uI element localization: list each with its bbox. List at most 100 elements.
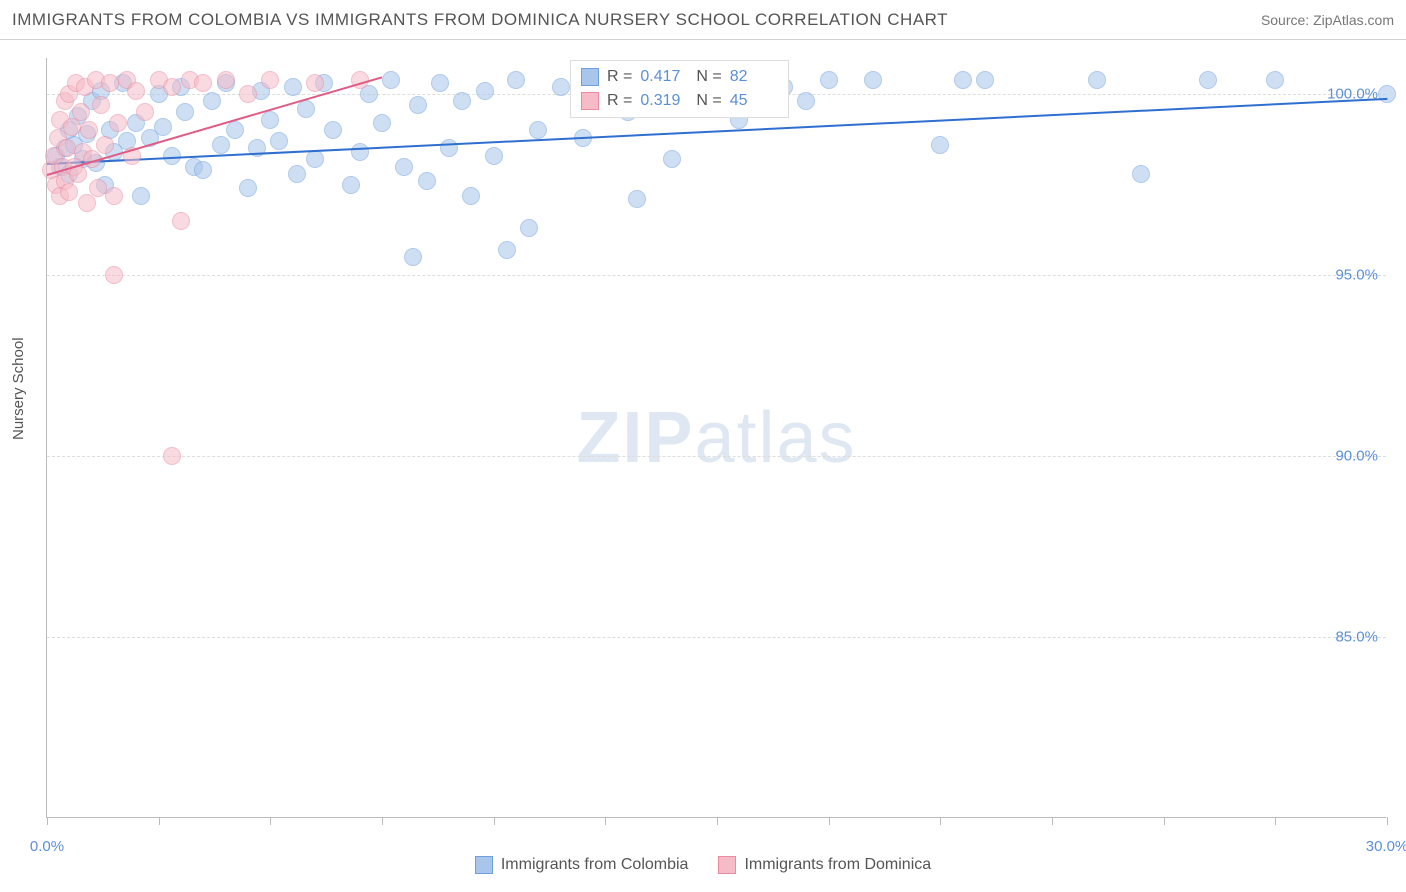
watermark: ZIPatlas [576,397,856,479]
legend-swatch [581,68,599,86]
x-tick [605,817,606,825]
data-point [306,74,324,92]
data-point [96,136,114,154]
stat-r-value: 0.417 [640,68,688,86]
grid-line [47,637,1386,638]
stats-row: R = 0.319 N = 45 [581,89,778,113]
stat-r-label: R = [607,92,632,110]
legend-label: Immigrants from Colombia [501,856,689,874]
data-point [80,121,98,139]
data-point [529,121,547,139]
data-point [132,187,150,205]
data-point [462,187,480,205]
data-point [105,187,123,205]
stats-row: R =0.417N =82 [581,65,778,89]
data-point [154,118,172,136]
data-point [60,183,78,201]
legend-swatch [581,92,599,110]
legend-label: Immigrants from Dominica [744,856,931,874]
data-point [820,71,838,89]
x-tick [1387,817,1388,825]
data-point [239,85,257,103]
data-point [976,71,994,89]
data-point [954,71,972,89]
data-point [1088,71,1106,89]
data-point [105,266,123,284]
plot-area: ZIPatlas 85.0%90.0%95.0%100.0%0.0%30.0% [46,58,1386,818]
x-tick [717,817,718,825]
data-point [931,136,949,154]
data-point [194,74,212,92]
data-point [663,150,681,168]
y-tick-label: 95.0% [1335,267,1378,284]
data-point [351,143,369,161]
data-point [1378,85,1396,103]
x-tick [159,817,160,825]
data-point [485,147,503,165]
data-point [261,111,279,129]
grid-line [47,456,1386,457]
data-point [507,71,525,89]
x-tick [1164,817,1165,825]
stat-r-value: 0.319 [640,92,688,110]
data-point [306,150,324,168]
data-point [127,82,145,100]
data-point [109,114,127,132]
x-tick [1052,817,1053,825]
data-point [628,190,646,208]
data-point [163,447,181,465]
data-point [342,176,360,194]
data-point [404,248,422,266]
stats-box: R = 0.417 N = 82 R = 0.319 N = 45 [570,60,789,118]
y-tick-label: 85.0% [1335,629,1378,646]
stat-r-label: R = [607,68,632,86]
stat-n-label: N = [696,92,721,110]
data-point [239,179,257,197]
data-point [382,71,400,89]
legend-swatch [718,856,736,874]
data-point [1132,165,1150,183]
stat-n-value: 82 [730,68,778,86]
data-point [797,92,815,110]
grid-line [47,275,1386,276]
data-point [288,165,306,183]
legend-item: Immigrants from Dominica [718,856,931,874]
stat-n-value: 45 [730,92,778,110]
x-tick [382,817,383,825]
chart-title: IMMIGRANTS FROM COLOMBIA VS IMMIGRANTS F… [12,10,948,30]
x-tick [940,817,941,825]
x-tick-label: 0.0% [30,838,64,855]
data-point [1199,71,1217,89]
data-point [1266,71,1284,89]
data-point [520,219,538,237]
data-point [163,78,181,96]
y-tick-label: 90.0% [1335,448,1378,465]
x-tick [494,817,495,825]
data-point [212,136,230,154]
x-tick [1275,817,1276,825]
data-point [324,121,342,139]
data-point [92,96,110,114]
data-point [476,82,494,100]
data-point [297,100,315,118]
data-point [217,71,235,89]
x-tick [270,817,271,825]
legend-swatch [475,856,493,874]
data-point [373,114,391,132]
chart-source: Source: ZipAtlas.com [1261,12,1394,28]
data-point [498,241,516,259]
data-point [194,161,212,179]
data-point [78,194,96,212]
data-point [136,103,154,121]
data-point [284,78,302,96]
legend-item: Immigrants from Colombia [475,856,689,874]
data-point [261,71,279,89]
data-point [101,74,119,92]
bottom-legend: Immigrants from Colombia Immigrants from … [0,856,1406,874]
data-point [72,103,90,121]
data-point [418,172,436,190]
data-point [172,212,190,230]
data-point [203,92,221,110]
data-point [431,74,449,92]
data-point [864,71,882,89]
